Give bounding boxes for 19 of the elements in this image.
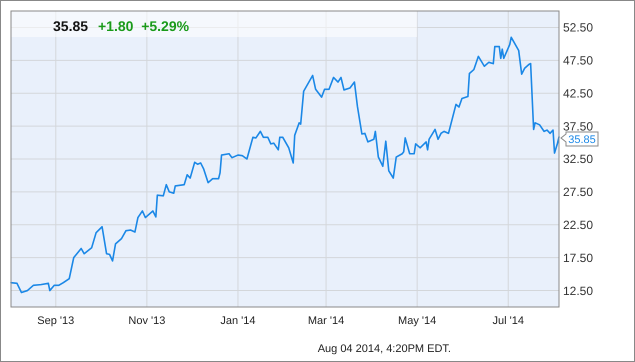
x-tick-label: May '14 (398, 315, 436, 327)
x-tick-label: Nov '13 (128, 315, 166, 327)
x-tick-label: Jan '14 (220, 315, 256, 327)
text: +1.80 +5.29% (98, 18, 190, 34)
text: 35.85 (53, 18, 88, 34)
y-tick-label: 32.50 (563, 152, 594, 166)
y-tick-label: 37.50 (563, 119, 594, 134)
y-tick-label: 52.50 (563, 20, 594, 35)
y-tick-label: 22.50 (563, 218, 594, 232)
text: Aug 04 2014, 4:20PM EDT. (318, 343, 451, 355)
y-tick-label: 27.50 (563, 185, 594, 200)
y-tick-label: 42.50 (563, 86, 594, 100)
x-tick-label: Jul '14 (492, 315, 524, 327)
x-tick-label: Sep '13 (37, 315, 74, 327)
annotation: 35.85 (568, 134, 596, 146)
y-tick-label: 12.50 (563, 284, 594, 298)
x-tick-label: Mar '14 (308, 315, 344, 327)
y-tick-label: 47.50 (563, 54, 594, 68)
y-tick-label: 17.50 (563, 250, 594, 265)
